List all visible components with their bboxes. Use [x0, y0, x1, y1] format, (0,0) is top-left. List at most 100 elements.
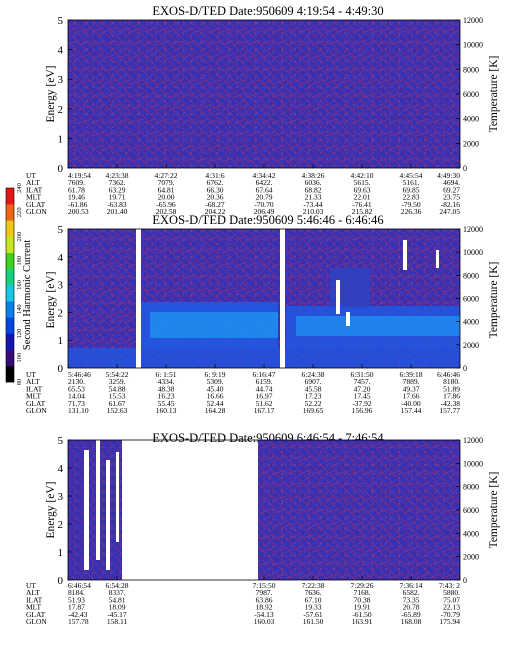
- orbit-cell: 156.96: [352, 406, 373, 415]
- orbit-cell: 6582.: [403, 588, 420, 597]
- orbit-cell: 22.13: [443, 603, 460, 612]
- orbit-row-label: ILAT: [26, 185, 43, 194]
- orbit-cell: 44.74: [256, 384, 273, 393]
- y-right-tick-label: 6000: [463, 295, 479, 304]
- panel-2-band-low: [68, 348, 460, 368]
- orbit-cell: 20.78: [403, 603, 420, 612]
- orbit-row-label: MLT: [26, 603, 42, 612]
- panel-3-streak-1: [84, 450, 89, 570]
- orbit-cell: 64.81: [158, 185, 175, 194]
- orbit-cell: -82.16: [441, 200, 461, 209]
- orbit-cell: 21.33: [305, 193, 322, 202]
- y-tick-label: 5: [58, 224, 64, 236]
- orbit-cell: 4:45:54: [400, 171, 423, 180]
- orbit-row-label: ALT: [26, 588, 40, 597]
- y-right-tick-label: 0: [463, 364, 467, 373]
- orbit-cell: -61.50: [352, 610, 372, 619]
- orbit-cell: 65.53: [68, 384, 85, 393]
- orbit-cell: -37.92: [352, 399, 372, 408]
- colorbar-swatch: [6, 317, 14, 334]
- orbit-cell: 18.09: [109, 603, 126, 612]
- y-right-tick-label: 0: [463, 576, 467, 585]
- panel-2-gap-1: [136, 229, 141, 368]
- panel-2-ylabel: Energy [eV]: [45, 272, 57, 329]
- orbit-cell: 61.67: [109, 399, 126, 408]
- y-tick-label: 5: [58, 435, 64, 447]
- orbit-cell: 69.27: [443, 185, 460, 194]
- y-right-tick-label: 4000: [463, 115, 479, 124]
- orbit-cell: 4:38:26: [302, 171, 325, 180]
- orbit-cell: 67.10: [305, 595, 322, 604]
- orbit-cell: -61.86: [68, 200, 88, 209]
- orbit-cell: -54.13: [254, 610, 274, 619]
- orbit-cell: 66.30: [207, 185, 224, 194]
- orbit-cell: 7:43: 2: [439, 581, 460, 590]
- orbit-cell: 157.77: [439, 406, 460, 415]
- orbit-cell: 20.00: [158, 193, 175, 202]
- orbit-cell: 4:19:54: [68, 171, 91, 180]
- panel-3-heatmap-right-texture-2: [258, 440, 460, 580]
- colorbar-tick-label: 180: [16, 256, 23, 266]
- orbit-cell: 45.58: [305, 384, 322, 393]
- orbit-cell: 63.29: [109, 185, 126, 194]
- panel-2-ylabel-right: Temperature [K]: [488, 262, 500, 339]
- orbit-cell: 23.75: [443, 193, 460, 202]
- orbit-row-label: MLT: [26, 392, 42, 401]
- orbit-cell: 202.58: [156, 207, 177, 216]
- orbit-cell: 4:31:6: [205, 171, 224, 180]
- orbit-cell: 247.05: [439, 207, 460, 216]
- orbit-cell: 19.91: [354, 603, 371, 612]
- orbit-row-label: ALT: [26, 377, 40, 386]
- orbit-cell: -73.44: [303, 200, 323, 209]
- panel-1-axes: 0 1 2 3 4 5 0 2000 4000 6000 8000 10000 12000: [58, 15, 484, 175]
- orbit-row-label: GLON: [26, 617, 47, 626]
- orbit-cell: 6:39:18: [400, 370, 423, 379]
- orbit-cell: 5:46:46: [68, 370, 91, 379]
- colorbar-swatch: [6, 220, 14, 237]
- y-right-tick-label: 10000: [463, 248, 483, 257]
- orbit-cell: 160.03: [254, 617, 275, 626]
- y-right-tick-label: 2000: [463, 341, 479, 350]
- orbit-cell: 131.10: [68, 406, 89, 415]
- orbit-cell: 157.44: [401, 406, 422, 415]
- orbit-row-label: UT: [26, 370, 36, 379]
- orbit-cell: -76.41: [352, 200, 372, 209]
- panel-3-streak-3: [106, 460, 110, 570]
- colorbar-tick-label: 200: [16, 232, 23, 242]
- orbit-cell: -70.70: [254, 200, 274, 209]
- colorbar-tick-label: 120: [16, 329, 23, 339]
- orbit-cell: 6422.: [256, 178, 273, 187]
- orbit-cell: 48.38: [158, 384, 175, 393]
- panel-3-ylabel: Energy [eV]: [45, 482, 57, 539]
- orbit-cell: 7987.: [256, 588, 273, 597]
- panel-1-ylabel: Energy [eV]: [45, 66, 57, 123]
- colorbar-label: Second Harmonic Current: [22, 240, 33, 350]
- orbit-cell: 4:42:10: [351, 171, 374, 180]
- orbit-row-label: MLT: [26, 193, 42, 202]
- orbit-cell: 69.85: [403, 185, 420, 194]
- orbit-cell: -65.96: [156, 200, 176, 209]
- y-tick-label: 4: [58, 463, 64, 475]
- orbit-cell: 70.38: [354, 595, 371, 604]
- orbit-cell: 167.17: [254, 406, 275, 415]
- orbit-cell: 175.94: [439, 617, 460, 626]
- orbit-cell: 6: 9:19: [204, 370, 225, 379]
- panel-3: EXOS-D/TED Date:950609 6:46:54 - 7:46:54…: [26, 431, 500, 626]
- y-tick-label: 2: [58, 104, 64, 116]
- orbit-cell: 7889.: [403, 377, 420, 386]
- orbit-cell: -42.43: [68, 610, 88, 619]
- orbit-cell: 6:16:47: [253, 370, 276, 379]
- orbit-cell: 200.53: [68, 207, 89, 216]
- orbit-cell: 7609.: [68, 178, 85, 187]
- colorbar-swatch: [6, 349, 14, 367]
- orbit-cell: 68.82: [305, 185, 322, 194]
- panel-1-orbit-table: UTALTILATMLTGLATGLON4:19:547609.61.7819.…: [26, 171, 460, 216]
- orbit-cell: 2130.: [68, 377, 85, 386]
- orbit-cell: 17.45: [354, 392, 371, 401]
- orbit-cell: 20.36: [207, 193, 224, 202]
- orbit-cell: 7:36:14: [400, 581, 423, 590]
- orbit-cell: 6762.: [207, 178, 224, 187]
- orbit-cell: 75.07: [443, 595, 460, 604]
- orbit-row-label: GLAT: [26, 399, 46, 408]
- orbit-cell: 6:54:28: [106, 581, 129, 590]
